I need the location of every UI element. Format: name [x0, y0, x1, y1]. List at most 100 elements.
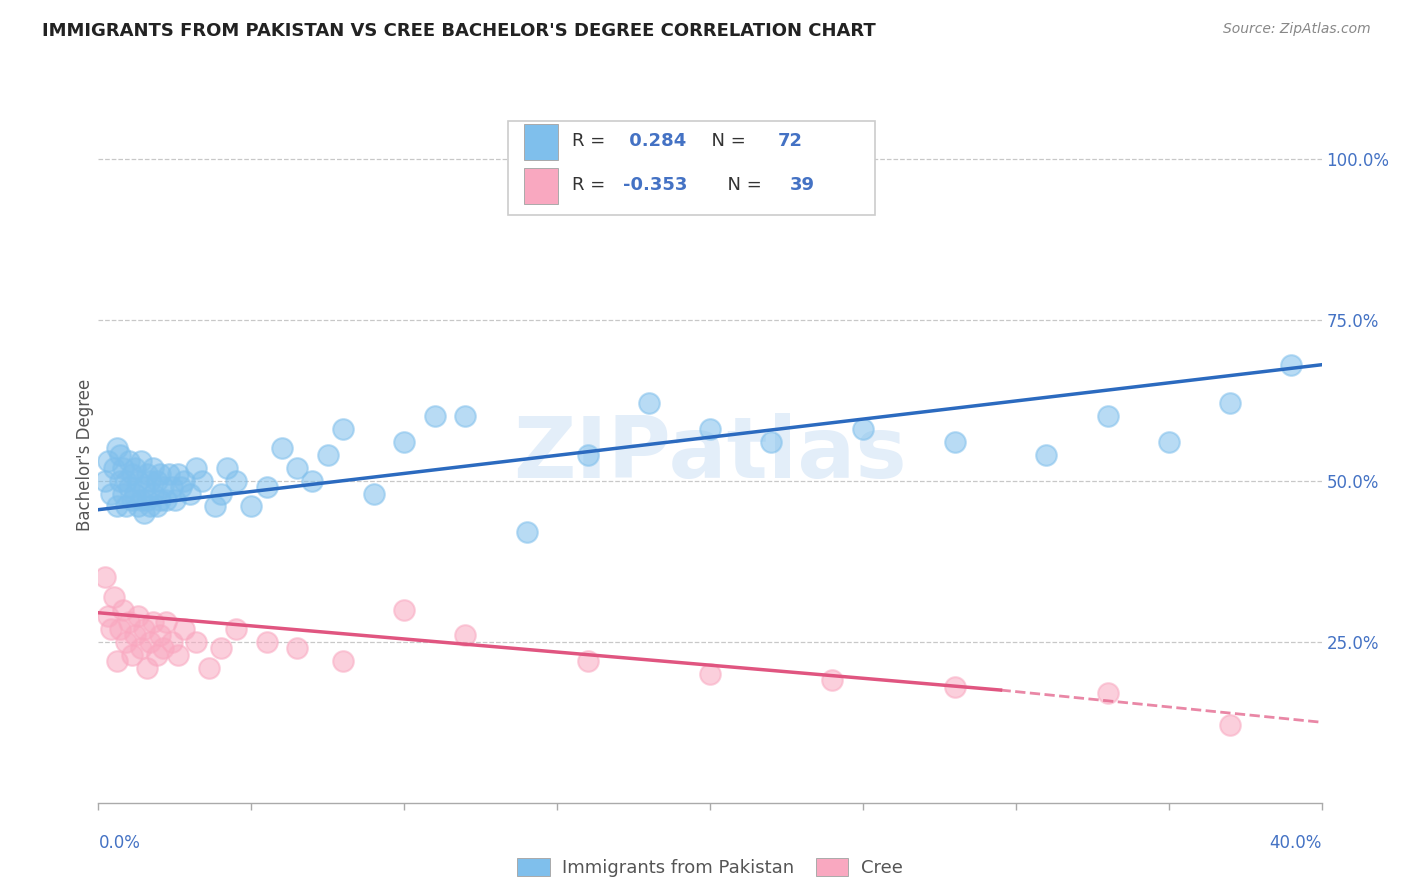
- Point: [152, 641, 174, 656]
- Point: [115, 500, 138, 514]
- FancyBboxPatch shape: [524, 124, 558, 161]
- Point: [179, 486, 201, 500]
- Point: [225, 474, 247, 488]
- Point: [215, 460, 238, 475]
- Point: [270, 442, 292, 456]
- Point: [699, 422, 721, 436]
- Point: [124, 460, 146, 475]
- Point: [173, 622, 195, 636]
- Point: [108, 622, 131, 636]
- Point: [139, 634, 162, 648]
- Point: [121, 493, 143, 508]
- Point: [108, 448, 131, 462]
- Point: [139, 474, 162, 488]
- Text: N =: N =: [716, 177, 768, 194]
- Point: [105, 500, 128, 514]
- Point: [145, 474, 167, 488]
- Point: [759, 435, 782, 450]
- Point: [149, 628, 172, 642]
- Text: ZIPatlas: ZIPatlas: [513, 413, 907, 497]
- Point: [160, 480, 183, 494]
- Point: [1097, 409, 1119, 424]
- Point: [115, 634, 138, 648]
- Point: [134, 506, 156, 520]
- FancyBboxPatch shape: [508, 121, 875, 215]
- Point: [115, 474, 138, 488]
- Point: [100, 622, 122, 636]
- Point: [136, 493, 159, 508]
- Point: [105, 442, 128, 456]
- Point: [576, 654, 599, 668]
- Text: R =: R =: [572, 177, 610, 194]
- Point: [111, 602, 134, 616]
- Point: [186, 634, 208, 648]
- Point: [103, 590, 125, 604]
- Point: [124, 628, 146, 642]
- Point: [134, 480, 156, 494]
- Point: [118, 480, 141, 494]
- Point: [392, 435, 416, 450]
- Legend: Immigrants from Pakistan, Cree: Immigrants from Pakistan, Cree: [510, 850, 910, 884]
- Y-axis label: Bachelor's Degree: Bachelor's Degree: [76, 379, 94, 531]
- Point: [155, 493, 177, 508]
- Point: [170, 480, 193, 494]
- Text: Source: ZipAtlas.com: Source: ZipAtlas.com: [1223, 22, 1371, 37]
- Point: [301, 474, 323, 488]
- Point: [1219, 718, 1241, 732]
- Point: [160, 634, 183, 648]
- Point: [149, 467, 172, 482]
- Point: [1219, 396, 1241, 410]
- Point: [97, 609, 120, 624]
- Point: [167, 467, 190, 482]
- Point: [149, 493, 172, 508]
- Point: [103, 460, 125, 475]
- Point: [332, 654, 354, 668]
- Point: [118, 454, 141, 468]
- Point: [363, 486, 385, 500]
- Point: [1097, 686, 1119, 700]
- Point: [111, 460, 134, 475]
- Text: 40.0%: 40.0%: [1270, 834, 1322, 852]
- Point: [209, 641, 232, 656]
- Point: [454, 409, 477, 424]
- Point: [163, 493, 186, 508]
- Point: [108, 474, 131, 488]
- Text: R =: R =: [572, 132, 610, 151]
- Point: [943, 680, 966, 694]
- Point: [127, 500, 149, 514]
- Point: [191, 474, 214, 488]
- Point: [127, 474, 149, 488]
- Point: [121, 467, 143, 482]
- Point: [93, 474, 115, 488]
- Text: 72: 72: [778, 132, 803, 151]
- Point: [516, 525, 538, 540]
- Point: [142, 460, 165, 475]
- Point: [186, 460, 208, 475]
- Point: [152, 480, 174, 494]
- Point: [1279, 358, 1302, 372]
- Point: [943, 435, 966, 450]
- Point: [93, 570, 115, 584]
- Point: [285, 641, 308, 656]
- Point: [1035, 448, 1057, 462]
- Point: [316, 448, 339, 462]
- Text: 39: 39: [790, 177, 814, 194]
- Point: [129, 493, 152, 508]
- Point: [129, 454, 152, 468]
- Point: [576, 448, 599, 462]
- Point: [256, 634, 278, 648]
- Point: [454, 628, 477, 642]
- Point: [852, 422, 875, 436]
- Point: [142, 486, 165, 500]
- Point: [197, 660, 219, 674]
- Point: [209, 486, 232, 500]
- Point: [256, 480, 278, 494]
- Point: [204, 500, 226, 514]
- Point: [821, 673, 844, 688]
- Point: [167, 648, 190, 662]
- Point: [423, 409, 446, 424]
- Text: -0.353: -0.353: [623, 177, 688, 194]
- Point: [240, 500, 263, 514]
- Point: [1157, 435, 1180, 450]
- Point: [129, 641, 152, 656]
